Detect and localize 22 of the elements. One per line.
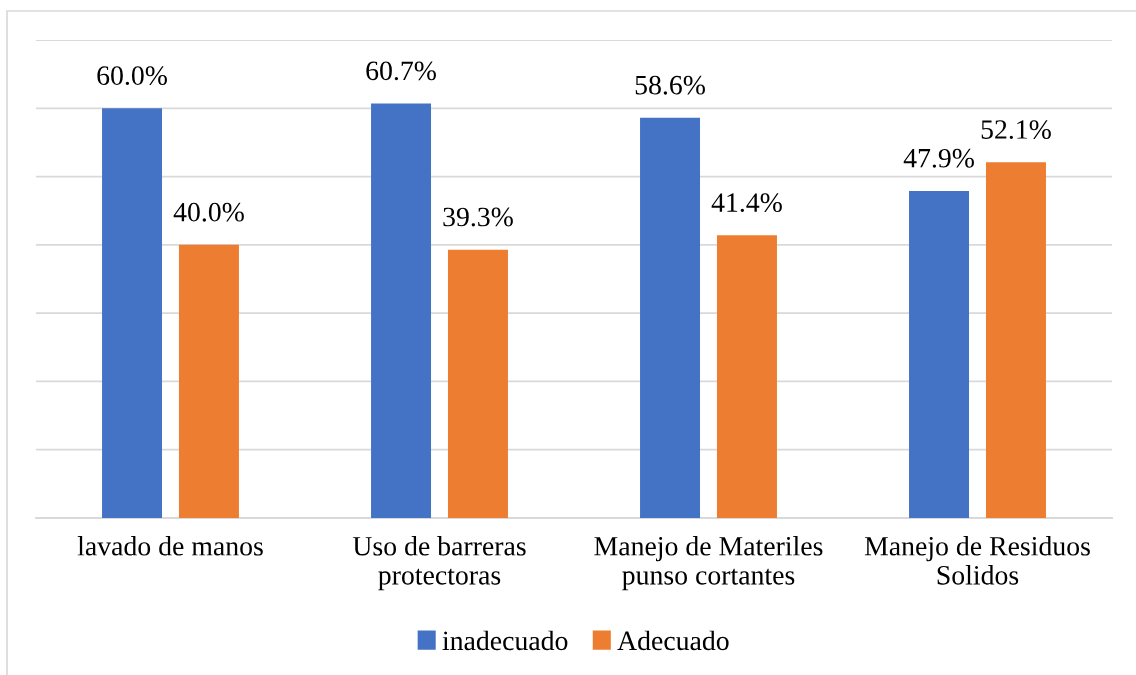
legend-label: inadecuado (442, 630, 568, 651)
data-label: 47.9% (903, 148, 974, 168)
bar (640, 117, 701, 518)
data-label: 60.0% (97, 66, 167, 86)
x-tick-label: Manejo de Materiles punso cortantes (594, 536, 823, 591)
bar (178, 244, 239, 518)
data-label: 60.7% (366, 61, 436, 81)
data-label: 52.1% (981, 120, 1051, 140)
x-tick-label: lavado de manos (77, 536, 263, 556)
bar (909, 190, 970, 518)
data-label: 58.6% (635, 75, 705, 95)
data-label: 41.4% (711, 193, 782, 213)
bar (371, 103, 432, 518)
data-label: 40.0% (173, 202, 244, 222)
bar (447, 249, 508, 518)
bar (102, 108, 163, 518)
x-tick-label: Manejo de Residuos Solidos (864, 536, 1090, 585)
bar (716, 235, 777, 518)
bar (985, 162, 1046, 518)
data-label: 39.3% (443, 207, 513, 227)
x-tick-label: Uso de barreras protectoras (352, 536, 526, 591)
legend-label: Adecuado (617, 630, 729, 651)
